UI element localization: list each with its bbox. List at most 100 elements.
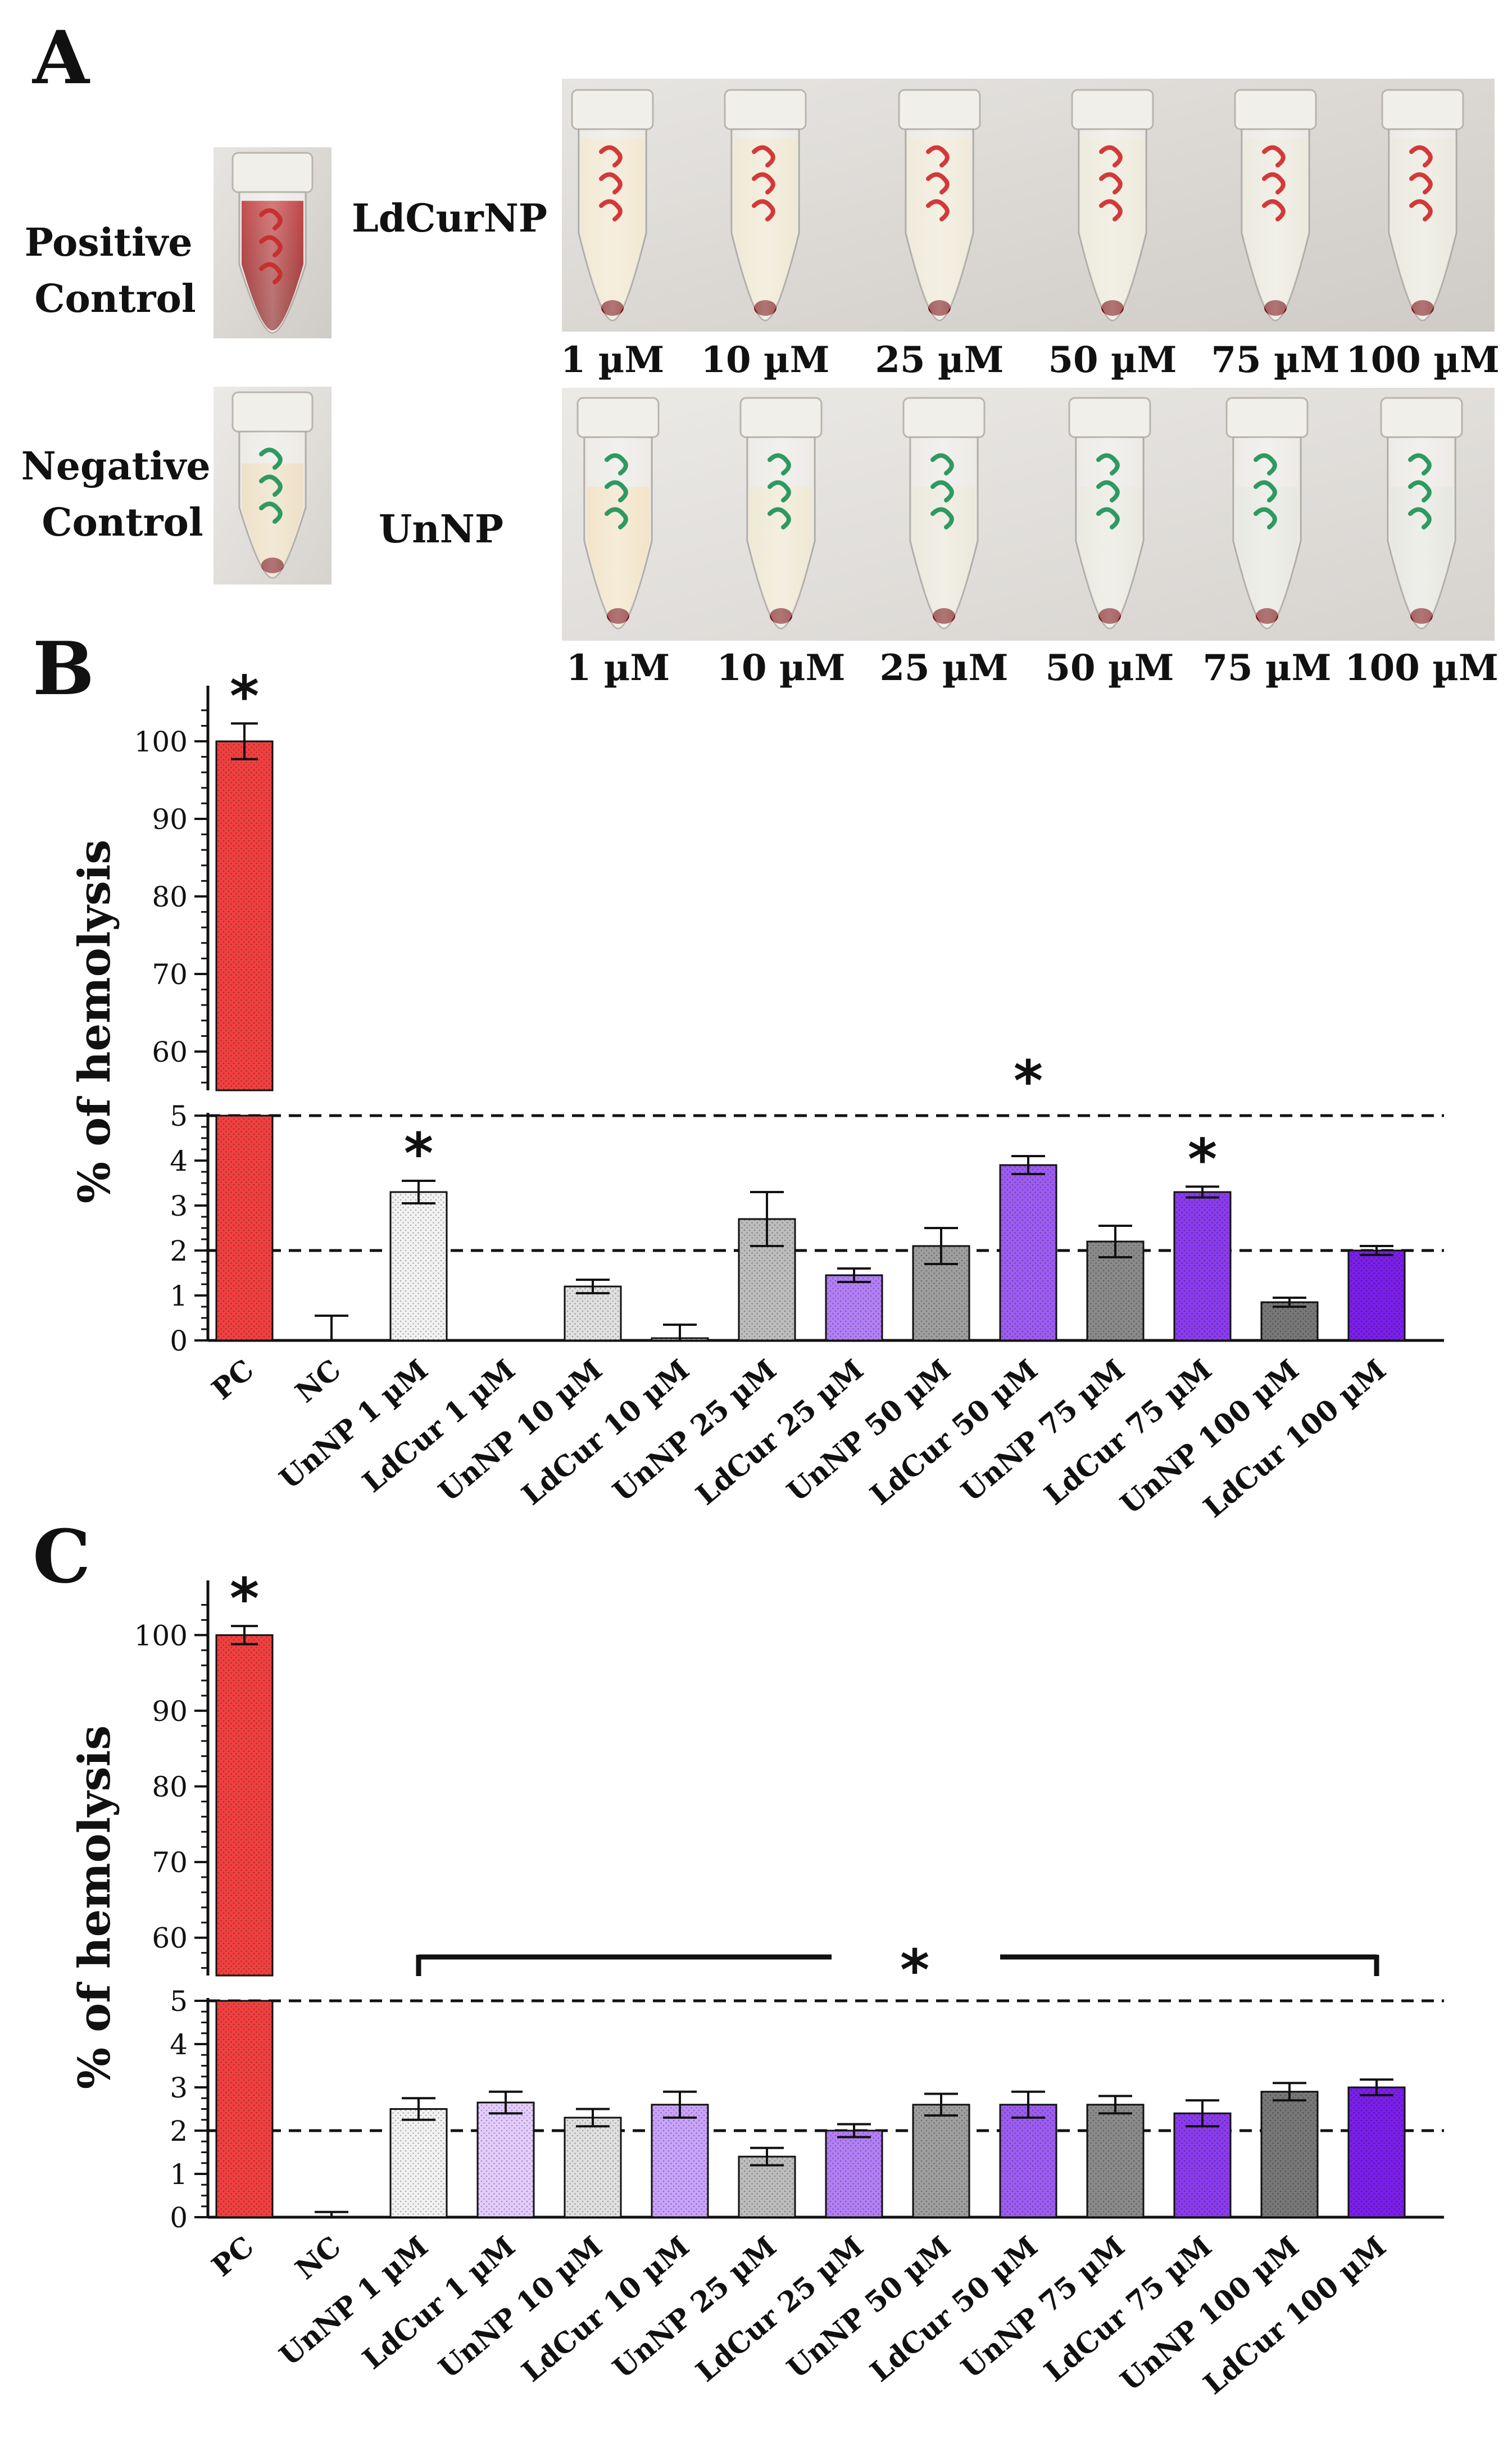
tube-ink-mark — [926, 145, 950, 167]
tube-ink-mark — [1096, 507, 1120, 529]
tube-glare — [579, 129, 646, 320]
ldcurnp-concentrations: 1 µM 10 µM 25 µM 50 µM 75 µM 100 µM — [561, 339, 1500, 381]
bar-outline — [1260, 1301, 1319, 1342]
tube — [576, 397, 660, 629]
significance-star: * — [230, 663, 259, 729]
tube-ink-mark — [605, 480, 628, 502]
tube-ink-mark — [1254, 480, 1277, 502]
y-axis-title: % of hemolysis — [69, 840, 120, 1203]
tube-cap — [576, 397, 660, 438]
tube-ink-mark — [1262, 172, 1286, 194]
tube-cap — [571, 89, 654, 130]
bar-outline — [999, 1164, 1057, 1342]
panel-a-letter: A — [31, 15, 90, 101]
y-tick-label: 100 — [134, 1619, 188, 1652]
bar-outline — [1173, 2112, 1232, 2218]
tube-ink-mark — [1262, 145, 1286, 167]
x-tick-label: PC — [205, 2230, 260, 2283]
tube — [1071, 89, 1154, 321]
tube — [231, 391, 314, 579]
bar-outline — [215, 2000, 274, 2218]
y-tick-label: 90 — [152, 803, 188, 836]
ldcurnp-row-label: LdCurNP — [352, 196, 547, 241]
y-tick-label: 5 — [170, 1100, 188, 1132]
conc-label: 1 µM — [561, 339, 665, 381]
tube — [571, 89, 654, 321]
y-axis-title: % of hemolysis — [69, 1725, 120, 2089]
y-tick-label: 1 — [170, 2158, 188, 2191]
tube-glare — [1242, 129, 1309, 320]
tube-cap — [1068, 397, 1151, 438]
y-tick-label: 2 — [170, 2115, 188, 2147]
tube-glare — [1388, 437, 1455, 628]
tube-ink-mark — [1262, 199, 1286, 221]
conc-label: 10 µM — [701, 339, 829, 381]
y-tick-label: 70 — [152, 958, 188, 991]
bar-outline — [912, 2104, 970, 2218]
bar-outline — [476, 2101, 535, 2218]
tube — [1380, 397, 1463, 629]
bar-outline — [215, 740, 274, 1091]
significance-star: * — [404, 1121, 433, 1186]
ldcurnp-tubes — [571, 89, 1464, 321]
tube-glare — [1076, 437, 1143, 628]
y-tick-label: 70 — [152, 1846, 188, 1879]
conc-label: 25 µM — [875, 339, 1004, 381]
y-tick-label: 4 — [170, 1145, 188, 1177]
conc-label: 100 µM — [1346, 339, 1500, 381]
bar-outline — [651, 2104, 709, 2218]
bar-outline — [1347, 1249, 1406, 1342]
tube-glare — [747, 437, 815, 628]
tube-ink-mark — [1408, 480, 1432, 502]
tube-ink-mark — [1099, 145, 1123, 167]
tube-cap — [1381, 89, 1464, 130]
y-tick-label: 0 — [170, 2201, 188, 2234]
unnp-photo — [562, 388, 1495, 641]
y-tick-label: 3 — [170, 2072, 188, 2104]
x-tick-label: UnNP 1 µM — [273, 2230, 434, 2372]
tube-ink-mark — [599, 145, 623, 167]
significance-star: * — [1014, 1048, 1043, 1114]
bar-outline — [215, 1114, 274, 1342]
tube — [1234, 89, 1317, 321]
tube-cap — [739, 397, 823, 438]
bar-outline — [1173, 1191, 1232, 1342]
y-tick-label: 0 — [170, 1325, 188, 1357]
panel-c-letter: C — [33, 1514, 90, 1600]
tube-ink-mark — [768, 453, 791, 475]
y-tick-label: 3 — [170, 1190, 188, 1222]
tube-ink-mark — [259, 474, 283, 497]
unnp-row-label: UnNP — [379, 507, 503, 552]
tube-glare — [910, 437, 978, 628]
tube — [902, 397, 986, 629]
tube — [1225, 397, 1309, 629]
y-tick-label: 100 — [134, 726, 188, 758]
tube-cap — [902, 397, 986, 438]
tube-glare — [732, 129, 799, 320]
significance-star: * — [1188, 1126, 1217, 1192]
x-tick-label: UnNP 1 µM — [273, 1353, 434, 1496]
tube-ink-mark — [1409, 199, 1433, 221]
tube-ink-mark — [926, 172, 950, 194]
tube-ink-mark — [768, 480, 791, 502]
tube — [724, 89, 807, 321]
tube-ink-mark — [1408, 507, 1432, 529]
tube-ink-mark — [752, 145, 775, 167]
significance-star: * — [900, 1937, 929, 2003]
conc-label: 50 µM — [1045, 647, 1174, 689]
tube-ink-mark — [930, 507, 954, 529]
tube-ink-mark — [605, 453, 628, 475]
x-tick-label: NC — [289, 1353, 347, 1409]
chart-c: % of hemolysis 60 70 80 90 100 0 1 2 3 4 5 PC NCUnNP … — [69, 1566, 1444, 2401]
unnp-concentrations: 1 µM 10 µM 25 µM 50 µM 75 µM 100 µM — [566, 647, 1499, 689]
tube-ink-mark — [605, 507, 628, 529]
tube-glare — [239, 192, 306, 333]
tube-ink-mark — [926, 199, 950, 221]
tube — [1381, 89, 1464, 321]
conc-label: 100 µM — [1345, 647, 1499, 689]
tube-cap — [231, 391, 314, 433]
conc-label: 10 µM — [716, 647, 845, 689]
bar-outline — [389, 2108, 448, 2218]
bar-outline — [738, 2155, 796, 2218]
